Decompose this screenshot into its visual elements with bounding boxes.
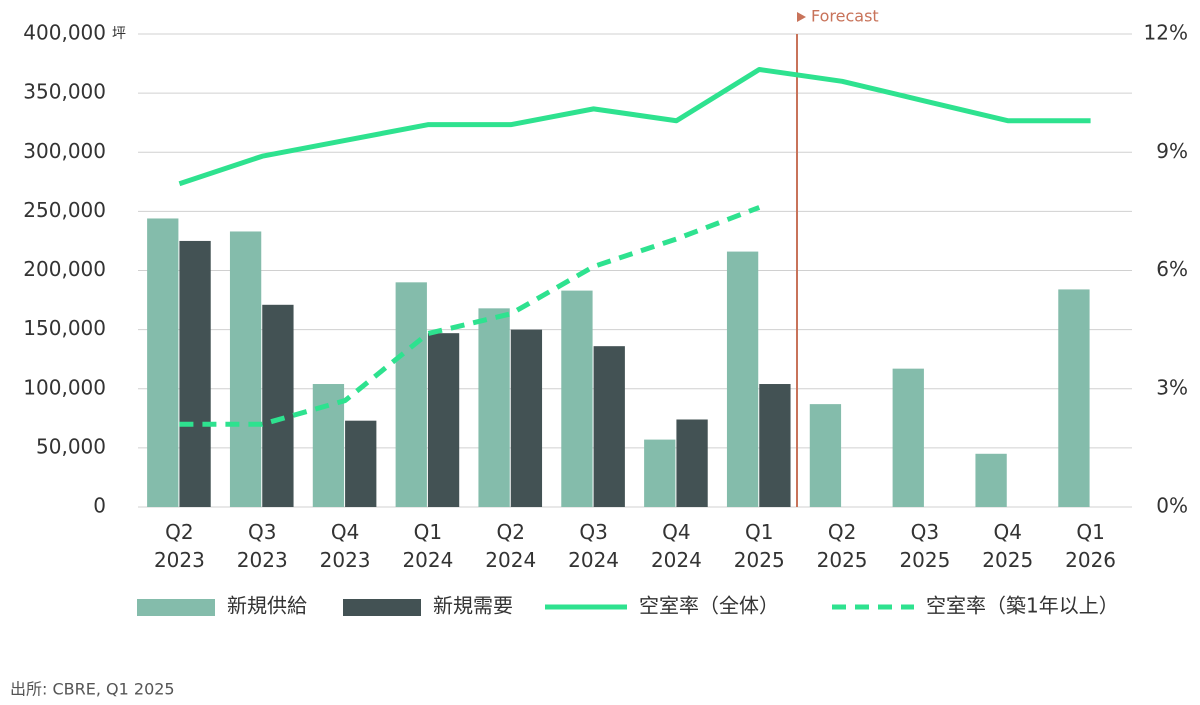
y-unit: 坪 [112,26,126,42]
bar [593,346,625,507]
y-tick-label: 250,000 [23,198,106,222]
x-tick-label: Q3 2023 [237,520,288,572]
y-tick-label: 150,000 [23,316,106,340]
x-tick-label: Q2 2024 [485,520,536,572]
y-tick-label: 200,000 [23,257,106,281]
vacancy-line [179,205,761,427]
legend-label: 新規需要 [433,594,513,618]
legend-label: 新規供給 [227,594,307,618]
bar [676,419,708,507]
bar [809,404,842,507]
legend-label: 空室率（築1年以上） [926,594,1119,618]
x-tick-label: Q4 2024 [651,520,702,572]
vacancy-line [178,66,1091,187]
bar [262,304,294,507]
x-tick-label: Q1 2024 [402,520,453,572]
x-tick-label: Q4 2023 [320,520,371,572]
y2-tick-label: 0% [1156,494,1188,518]
source: 出所: CBRE, Q1 2025 [10,680,175,699]
x-tick-label: Q1 2025 [734,520,785,572]
x-tick-label: Q2 2025 [817,520,868,572]
y2-tick-label: 6% [1156,257,1188,281]
legend-swatch [137,599,215,616]
x-tick-label: Q3 2025 [899,520,950,572]
y-tick-label: 350,000 [23,80,106,104]
bar [147,218,179,507]
y-tick-label: 400,000 [23,21,106,45]
bar [561,290,593,507]
x-tick-label: Q1 2026 [1065,520,1116,572]
bar [1058,289,1090,507]
bar [345,420,377,507]
bar [892,368,924,507]
y2-tick-label: 12% [1144,21,1188,45]
x-tick-label: Q2 2023 [154,520,205,572]
y2-tick-label: 9% [1156,139,1188,163]
y2-tick-label: 3% [1156,375,1188,399]
y-tick-label: 0 [93,494,106,518]
bar [510,329,543,507]
bar [478,308,510,507]
x-tick-label: Q4 2025 [982,520,1033,572]
x-tick-label: Q3 2024 [568,520,619,572]
bar [975,453,1007,507]
bar [179,240,211,507]
bar [229,231,262,508]
legend-label: 空室率（全体） [639,594,779,618]
y-tick-label: 300,000 [23,139,106,163]
legend-swatch [343,599,421,616]
y-tick-label: 50,000 [36,434,106,458]
bar [395,282,427,507]
bar [427,333,460,507]
bar [726,251,759,507]
forecast-label: Forecast [811,7,879,26]
forecast-arrow [797,12,806,22]
y-tick-label: 100,000 [23,375,106,399]
bar [759,384,791,507]
bar [644,439,676,507]
